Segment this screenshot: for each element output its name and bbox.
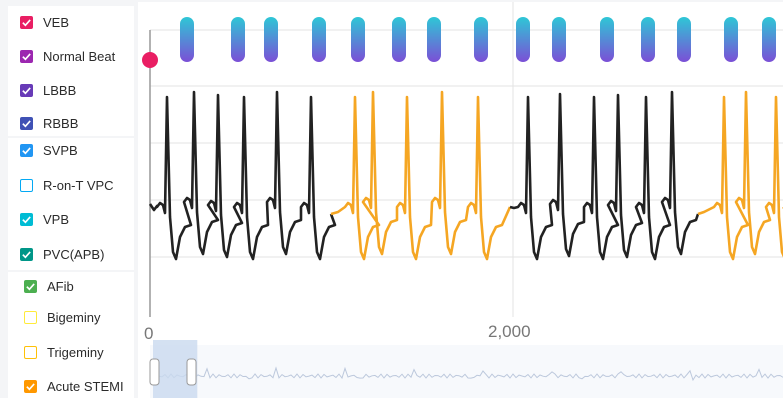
legend-item-svpb[interactable]: SVPB: [20, 139, 78, 161]
legend-item-acute-stemi[interactable]: Acute STEMI: [20, 375, 124, 397]
checkbox-unchecked-icon[interactable]: [24, 345, 37, 359]
legend-item-trigeminy[interactable]: Trigeminy: [20, 341, 104, 363]
navigator-handle-left: [149, 358, 160, 386]
checkbox-checked-icon[interactable]: [20, 49, 33, 63]
beat-marker: [180, 17, 194, 62]
beat-marker: [392, 17, 406, 62]
beat-marker: [231, 17, 245, 62]
checkbox-checked-icon[interactable]: [20, 83, 33, 97]
checkbox-checked-icon[interactable]: [24, 279, 37, 293]
legend-item-r-on-t-vpc[interactable]: R-on-T VPC: [20, 174, 114, 196]
x-tick-label-2000: 2,000: [488, 322, 531, 341]
beat-marker: [312, 17, 326, 62]
legend-item-label: VPB: [43, 211, 70, 227]
navigator-trace: [149, 366, 783, 382]
event-marker: [142, 52, 158, 68]
legend-item-label: SVPB: [43, 142, 78, 158]
checkbox-unchecked-icon[interactable]: [20, 178, 33, 192]
legend-item-pvc-apb[interactable]: PVC(APB): [20, 243, 104, 265]
legend-item-bigeminy[interactable]: Bigeminy: [20, 306, 100, 328]
beat-marker: [474, 17, 488, 62]
legend-item-lbbb[interactable]: LBBB: [20, 79, 76, 101]
beat-marker: [600, 17, 614, 62]
legend-item-afib[interactable]: AFib: [20, 275, 74, 297]
beat-marker: [516, 17, 530, 62]
legend-item-label: R-on-T VPC: [43, 177, 114, 193]
legend-item-vpb[interactable]: VPB: [20, 208, 69, 230]
legend-item-label: Acute STEMI: [47, 378, 124, 394]
legend-item-veb[interactable]: VEB: [20, 11, 69, 33]
ecg-chart[interactable]: 0 2,000: [138, 2, 783, 398]
checkbox-checked-icon[interactable]: [20, 116, 33, 130]
x-tick-label-0: 0: [144, 324, 154, 343]
legend-item-label: AFib: [47, 278, 74, 294]
checkbox-checked-icon[interactable]: [20, 15, 33, 29]
legend-item-normal-beat[interactable]: Normal Beat: [20, 45, 115, 67]
legend-panel: VEB Normal Beat LBBB RBBB SVPB R-on-T VPC VPB P…: [0, 0, 134, 398]
beat-marker: [427, 17, 441, 62]
beat-marker: [552, 17, 566, 62]
checkbox-checked-icon[interactable]: [20, 143, 33, 157]
beat-marker: [762, 17, 776, 62]
ecg-trace-orange-1: [330, 90, 512, 261]
checkbox-checked-icon[interactable]: [24, 379, 37, 393]
checkbox-checked-icon[interactable]: [20, 212, 33, 226]
checkbox-unchecked-icon[interactable]: [24, 310, 37, 324]
ecg-trace-dark-2: [509, 90, 700, 261]
legend-item-label: RBBB: [43, 115, 79, 131]
beat-marker: [641, 17, 655, 62]
beat-marker: [351, 17, 365, 62]
legend-item-label: Bigeminy: [47, 309, 101, 325]
navigator-handle-right: [186, 358, 197, 386]
legend-item-label: PVC(APB): [43, 246, 105, 262]
legend-item-rbbb[interactable]: RBBB: [20, 112, 78, 134]
legend-item-label: Trigeminy: [47, 344, 104, 360]
legend-group-3: [8, 272, 134, 398]
ecg-trace-orange-2: [697, 90, 783, 261]
beat-marker: [724, 17, 738, 62]
beat-marker: [677, 17, 691, 62]
checkbox-checked-icon[interactable]: [20, 247, 33, 261]
beat-marker: [264, 17, 278, 62]
legend-item-label: VEB: [43, 14, 70, 30]
navigator-background: [150, 345, 783, 398]
ecg-chart-svg: [142, 2, 783, 398]
ecg-trace-dark-1: [148, 90, 337, 261]
legend-item-label: Normal Beat: [43, 48, 116, 64]
legend-item-label: LBBB: [43, 82, 77, 98]
